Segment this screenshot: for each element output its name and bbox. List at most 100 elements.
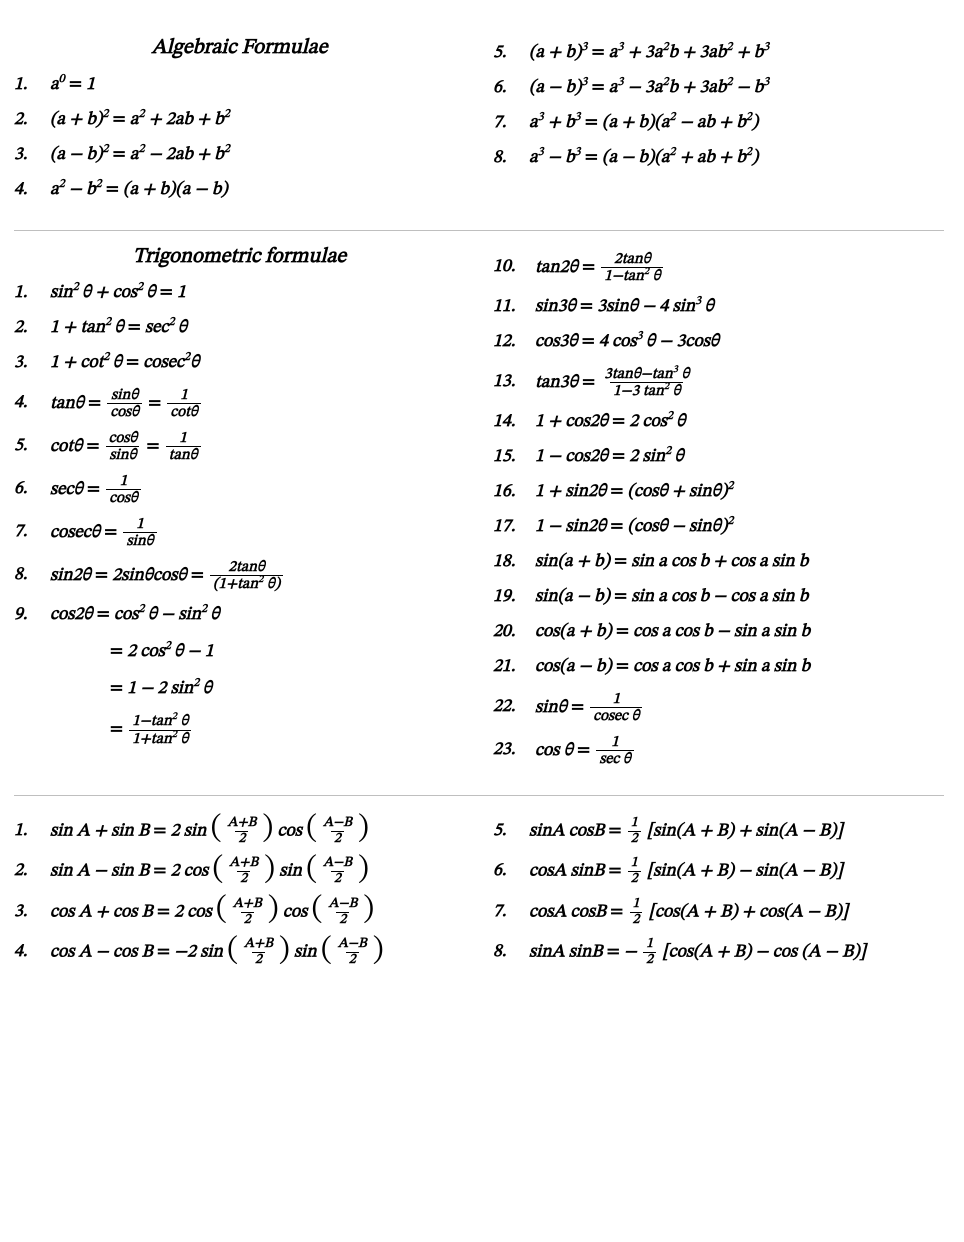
trig-item-23: 23. cos θ = 1sec θ [493, 734, 944, 767]
alg-item-7: 7. a3 + b3 = (a + b)(a2 − ab + b2) [493, 110, 944, 137]
item-number: 1. [14, 280, 50, 307]
formula: a3 − b3 = (a − b)(a2 + ab + b2) [529, 145, 758, 172]
item-number: 5. [493, 40, 529, 67]
trig-item-10: 10. tan2θ = 2tanθ1−tan2 θ [493, 251, 944, 284]
trig-item-5: 5. cotθ = cosθsinθ = 1tanθ [14, 430, 465, 463]
formula: 1 + sin2θ = (cosθ + sinθ)2 [535, 479, 733, 506]
sumprod-right-col: 5. sinA cosB = 12 [sin(A + B) + sin(A − … [493, 806, 944, 978]
formula: = 1 − 2 sin2θ [110, 676, 212, 703]
formula: cos A + cos B = 2 cos A+B2 cos A−B2 [50, 897, 374, 927]
alg-item-4: 4. a2 − b2 = (a + b)(a − b) [14, 177, 465, 204]
formula: cosecθ = 1sinθ [50, 516, 159, 549]
trig-item-6: 6. secθ = 1cosθ [14, 473, 465, 506]
formula: sin2θ = 2sinθcosθ = 2tanθ(1+tan2 θ) [50, 559, 285, 592]
item-number: 19. [493, 584, 535, 611]
trig-item-13: 13. tan3θ = 3tanθ−tan3 θ1−3 tan2 θ [493, 366, 944, 399]
item-number: 20. [493, 619, 535, 646]
trig-item-15: 15. 1 − cos2θ = 2 sin2θ [493, 444, 944, 471]
item-number: 14. [493, 409, 535, 436]
item-number: 2. [14, 315, 50, 342]
formula: cos3θ = 4 cos3θ − 3cosθ [535, 329, 719, 356]
item-number: 22. [493, 694, 535, 721]
trig-item-1: 1. sin2θ + cos2θ = 1 [14, 280, 465, 307]
alg-item-8: 8. a3 − b3 = (a − b)(a2 + ab + b2) [493, 145, 944, 172]
formula: sin(a − b) = sin a cos b − cos a sin b [535, 584, 808, 611]
formula: tanθ = sinθcosθ = 1cotθ [50, 387, 203, 420]
sumprod-item-8: 8. sinA sinB = − 12 [cos(A + B) − cos (A… [493, 937, 944, 967]
item-number: 8. [493, 939, 529, 966]
item-number: 5. [14, 433, 50, 460]
formula: sin A − sin B = 2 cos A+B2 sin A−B2 [50, 856, 369, 886]
item-number: 5. [493, 818, 529, 845]
trig-item-21: 21. cos(a − b) = cos a cos b + sin a sin… [493, 654, 944, 681]
formula: tan3θ = 3tanθ−tan3 θ1−3 tan2 θ [535, 366, 694, 399]
formula: sinA sinB = − 12 [cos(A + B) − cos (A − … [529, 937, 866, 967]
formula: (a − b)3 = a3 − 3a2b + 3ab2 − b3 [529, 75, 769, 102]
item-number: 11. [493, 294, 535, 321]
section-sumprod: 1. sin A + sin B = 2 sin A+B2 cos A−B2 2… [14, 798, 944, 994]
trig-item-19: 19. sin(a − b) = sin a cos b − cos a sin… [493, 584, 944, 611]
trig-item-11: 11. sin3θ = 3sinθ − 4 sin3θ [493, 294, 944, 321]
item-number: 2. [14, 107, 50, 134]
trig-item-12: 12. cos3θ = 4 cos3θ − 3cosθ [493, 329, 944, 356]
trig-item-4: 4. tanθ = sinθcosθ = 1cotθ [14, 387, 465, 420]
item-number: 17. [493, 514, 535, 541]
item-number: 12. [493, 329, 535, 356]
formula: (a + b)3 = a3 + 3a2b + 3ab2 + b3 [529, 40, 769, 67]
item-number: 15. [493, 444, 535, 471]
formula: a2 − b2 = (a + b)(a − b) [50, 177, 228, 204]
alg-left-col: Algebraic Formulae 1. a0 = 1 2. (a + b)2… [14, 32, 465, 212]
item-number: 13. [493, 369, 535, 396]
alg-right-col: 5. (a + b)3 = a3 + 3a2b + 3ab2 + b3 6. (… [493, 32, 944, 212]
sumprod-item-3: 3. cos A + cos B = 2 cos A+B2 cos A−B2 [14, 897, 465, 927]
section-trig: Trigonometric formulae 1. sin2θ + cos2θ … [14, 233, 944, 793]
formula: sin A + sin B = 2 sin A+B2 cos A−B2 [50, 816, 369, 846]
section-algebraic: Algebraic Formulae 1. a0 = 1 2. (a + b)2… [14, 24, 944, 228]
formula: a3 + b3 = (a + b)(a2 − ab + b2) [529, 110, 758, 137]
sumprod-item-6: 6. cosA sinB = 12 [sin(A + B) − sin(A − … [493, 856, 944, 886]
item-number: 10. [493, 254, 535, 281]
item-number: 1. [14, 818, 50, 845]
sumprod-item-5: 5. sinA cosB = 12 [sin(A + B) + sin(A − … [493, 816, 944, 846]
trig-item-9b: = 2 cos2θ − 1 [14, 639, 465, 666]
item-number: 3. [14, 350, 50, 377]
formula: tan2θ = 2tanθ1−tan2 θ [535, 251, 665, 284]
trig-item-17: 17. 1 − sin2θ = (cosθ − sinθ)2 [493, 514, 944, 541]
item-number: 7. [14, 519, 50, 546]
formula: cos2θ = cos2θ − sin2θ [50, 602, 220, 629]
trig-item-22: 22. sinθ = 1cosec θ [493, 691, 944, 724]
formula: = 1−tan2 θ1+tan2 θ [110, 713, 193, 746]
sumprod-item-2: 2. sin A − sin B = 2 cos A+B2 sin A−B2 [14, 856, 465, 886]
formula: 1 + cot2θ = cosec2θ [50, 350, 199, 377]
item-number: 23. [493, 737, 535, 764]
trig-item-8: 8. sin2θ = 2sinθcosθ = 2tanθ(1+tan2 θ) [14, 559, 465, 592]
section-divider [14, 230, 944, 231]
sumprod-item-4: 4. cos A − cos B = −2 sin A+B2 sin A−B2 [14, 937, 465, 967]
alg-item-1: 1. a0 = 1 [14, 72, 465, 99]
formula: a0 = 1 [50, 72, 95, 99]
formula: (a − b)2 = a2 − 2ab + b2 [50, 142, 230, 169]
trig-item-2: 2. 1 + tan2θ = sec2θ [14, 315, 465, 342]
formula: cos A − cos B = −2 sin A+B2 sin A−B2 [50, 937, 384, 967]
alg-item-6: 6. (a − b)3 = a3 − 3a2b + 3ab2 − b3 [493, 75, 944, 102]
formula: (a + b)2 = a2 + 2ab + b2 [50, 107, 230, 134]
formula: cosA sinB = 12 [sin(A + B) − sin(A − B)] [529, 856, 843, 886]
sumprod-item-1: 1. sin A + sin B = 2 sin A+B2 cos A−B2 [14, 816, 465, 846]
formula: 1 − sin2θ = (cosθ − sinθ)2 [535, 514, 733, 541]
item-number: 2. [14, 858, 50, 885]
trig-item-3: 3. 1 + cot2θ = cosec2θ [14, 350, 465, 377]
trig-item-18: 18. sin(a + b) = sin a cos b + cos a sin… [493, 549, 944, 576]
item-number: 7. [493, 110, 529, 137]
item-number: 4. [14, 939, 50, 966]
formula: cos(a + b) = cos a cos b − sin a sin b [535, 619, 810, 646]
formula: 1 − cos2θ = 2 sin2θ [535, 444, 684, 471]
formula: sin3θ = 3sinθ − 4 sin3θ [535, 294, 714, 321]
formula: cosA cosB = 12 [cos(A + B) + cos(A − B)] [529, 897, 848, 927]
item-number: 1. [14, 72, 50, 99]
formula: 1 + cos2θ = 2 cos2θ [535, 409, 685, 436]
formula: cos(a − b) = cos a cos b + sin a sin b [535, 654, 810, 681]
formula: sin2θ + cos2θ = 1 [50, 280, 186, 307]
item-number: 6. [493, 858, 529, 885]
trig-item-9c: = 1 − 2 sin2θ [14, 676, 465, 703]
trig-item-20: 20. cos(a + b) = cos a cos b − sin a sin… [493, 619, 944, 646]
